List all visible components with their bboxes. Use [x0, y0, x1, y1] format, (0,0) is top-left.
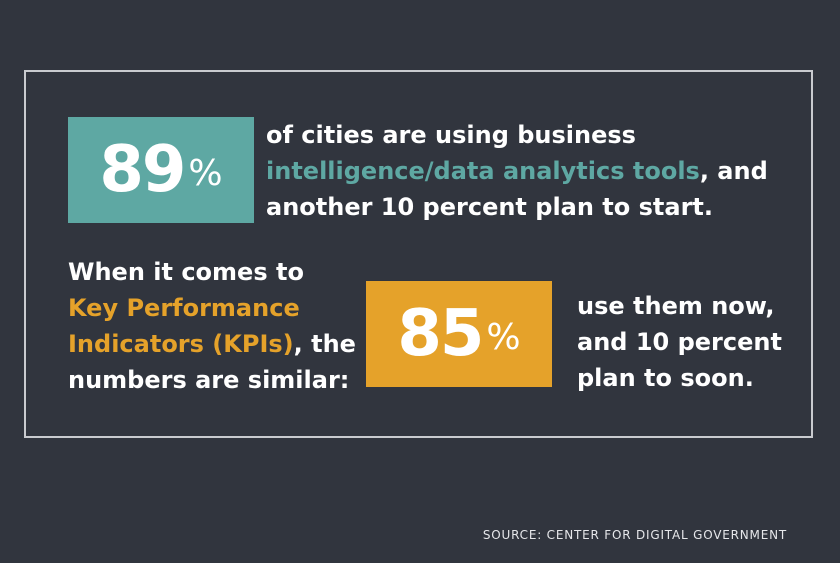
highlight-text: intelligence/data analytics tools	[266, 157, 700, 185]
text-line: intelligence/data analytics tools, and	[266, 153, 786, 189]
highlight-text: Indicators (KPIs)	[68, 330, 294, 358]
stat-number: 89	[99, 133, 186, 207]
source-credit: SOURCE: CENTER FOR DIGITAL GOVERNMENT	[482, 528, 787, 542]
text-line: When it comes to	[68, 258, 304, 286]
text-line: another 10 percent plan to start.	[266, 193, 713, 221]
stat-85-description: use them now, and 10 percent plan to soo…	[577, 288, 797, 396]
percent-sign: %	[486, 317, 521, 358]
highlight-text: Key Performance	[68, 294, 300, 322]
kpi-intro: When it comes to Key Performance Indicat…	[68, 254, 358, 398]
text-line: and 10 percent	[577, 328, 782, 356]
text-fragment: , the	[293, 330, 356, 358]
text-line: Indicators (KPIs), the	[68, 326, 358, 362]
content-frame	[24, 70, 813, 438]
text-line: use them now,	[577, 292, 775, 320]
percent-sign: %	[188, 153, 223, 194]
stat-number: 85	[397, 297, 484, 371]
stat-89-badge: 89 %	[68, 117, 254, 223]
text-fragment: , and	[699, 157, 768, 185]
text-line: numbers are similar:	[68, 366, 350, 394]
text-line: of cities are using business	[266, 121, 636, 149]
stat-89-description: of cities are using business intelligenc…	[266, 117, 786, 225]
stat-85-badge: 85 %	[366, 281, 552, 387]
text-line: plan to soon.	[577, 364, 754, 392]
